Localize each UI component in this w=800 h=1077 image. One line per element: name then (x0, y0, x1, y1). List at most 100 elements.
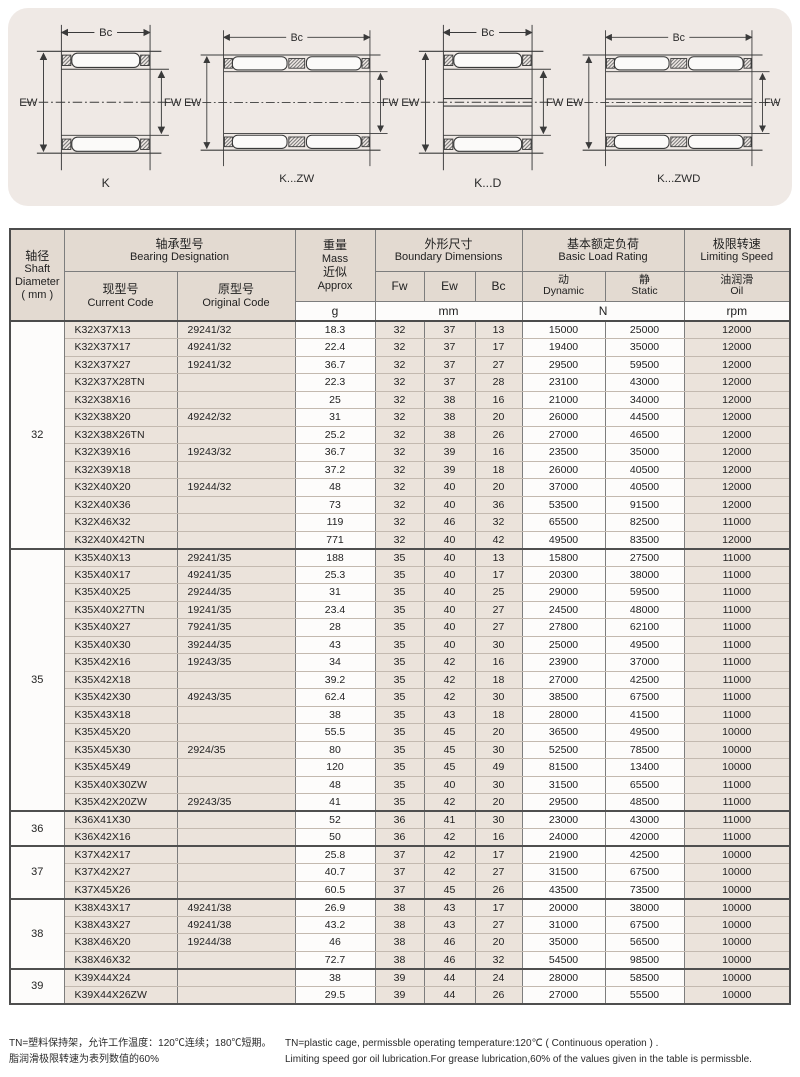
cell-static: 34000 (605, 391, 685, 409)
cell-fw: 37 (375, 881, 425, 900)
table-row: K35X40X27TN 19241/35 23.4 35 40 27 24500 48000 1… (10, 601, 791, 619)
cell-speed: 10000 (684, 968, 791, 987)
unit-boundary: mm (375, 301, 523, 322)
table-row: 37 K37X42X17 25.8 37 42 17 21900 42500 10000 (10, 846, 791, 900)
cell-ew: 40 (424, 548, 476, 567)
cell-original-code (177, 461, 296, 479)
cell-current-code: K39X44X24 (64, 968, 178, 987)
cell-ew: 39 (424, 461, 476, 479)
cell-speed: 10000 (684, 898, 791, 917)
cell-speed: 11000 (684, 671, 791, 689)
cell-bc: 30 (475, 636, 523, 654)
table-row: K32X40X20 19244/32 48 32 40 20 37000 40500 12000 (10, 478, 791, 497)
cell-fw: 35 (375, 723, 425, 742)
cell-fw: 39 (375, 986, 425, 1005)
cell-original-code: 19241/32 (177, 356, 296, 374)
cell-ew: 46 (424, 513, 476, 532)
dim-label-fw: FW (382, 97, 398, 109)
unit-speed: rpm (684, 301, 791, 322)
cell-mass: 41 (295, 793, 376, 812)
cell-bc: 26 (475, 881, 523, 900)
cell-fw: 32 (375, 513, 425, 532)
table-row: K39X44X26ZW 29.5 39 44 26 27000 55500 10000 (10, 986, 791, 1005)
cell-dynamic: 23500 (522, 443, 606, 462)
table-row: K37X42X27 40.7 37 42 27 31500 67500 10000 (10, 863, 791, 882)
cell-fw: 38 (375, 933, 425, 952)
cell-current-code: K35X42X20ZW (64, 793, 178, 812)
cell-mass: 26.9 (295, 898, 376, 917)
unit-load: N (522, 301, 685, 322)
cell-dynamic: 65500 (522, 513, 606, 532)
cell-mass: 120 (295, 758, 376, 777)
cell-current-code: K35X40X17 (64, 566, 178, 584)
cell-dynamic: 21000 (522, 391, 606, 409)
table-row: K32X39X18 37.2 32 39 18 26000 40500 12000 (10, 461, 791, 479)
cell-ew: 44 (424, 968, 476, 987)
cell-ew: 37 (424, 356, 476, 374)
cell-speed: 12000 (684, 356, 791, 374)
cell-original-code (177, 671, 296, 689)
cell-shaft-diameter: 36 (10, 811, 65, 847)
cell-speed: 10000 (684, 758, 791, 777)
cell-mass: 36.7 (295, 356, 376, 374)
cell-dynamic: 28000 (522, 706, 606, 724)
cell-ew: 42 (424, 828, 476, 847)
cell-current-code: K35X40X27TN (64, 601, 178, 619)
cell-ew: 40 (424, 531, 476, 550)
cell-fw: 37 (375, 846, 425, 864)
cell-fw: 35 (375, 758, 425, 777)
cell-original-code: 49241/35 (177, 566, 296, 584)
header-dynamic-en: Dynamic (543, 285, 584, 298)
cell-bc: 20 (475, 408, 523, 427)
cell-fw: 36 (375, 828, 425, 847)
cell-bc: 17 (475, 566, 523, 584)
cell-bc: 17 (475, 846, 523, 864)
cell-bc: 28 (475, 373, 523, 392)
cell-dynamic: 53500 (522, 496, 606, 514)
cell-fw: 32 (375, 408, 425, 427)
footnote-en-1: TN=plastic cage, permissble operating te… (285, 1038, 659, 1049)
variant-label: K...D (474, 176, 501, 190)
table-row: K38X46X32 72.7 38 46 32 54500 98500 10000 (10, 951, 791, 970)
table-row: K35X43X18 38 35 43 18 28000 41500 11000 (10, 706, 791, 724)
cell-bc: 27 (475, 916, 523, 934)
cell-dynamic: 15000 (522, 321, 606, 339)
cell-fw: 35 (375, 688, 425, 707)
cell-speed: 12000 (684, 426, 791, 444)
cell-bc: 18 (475, 671, 523, 689)
dim-label-fw: FW (164, 97, 182, 109)
cell-mass: 119 (295, 513, 376, 532)
cell-shaft-diameter: 38 (10, 898, 65, 970)
cell-original-code: 49241/38 (177, 916, 296, 934)
cell-dynamic: 29500 (522, 793, 606, 812)
table-row: K32X39X16 19243/32 36.7 32 39 16 23500 35000 120… (10, 443, 791, 462)
table-row: K35X45X20 55.5 35 45 20 36500 49500 10000 (10, 723, 791, 742)
cell-static: 25000 (605, 321, 685, 339)
cell-ew: 37 (424, 338, 476, 357)
dim-label-bg (286, 31, 308, 44)
cell-static: 62100 (605, 618, 685, 637)
cell-mass: 31 (295, 408, 376, 427)
cell-static: 37000 (605, 653, 685, 672)
cell-ew: 40 (424, 478, 476, 497)
cell-original-code (177, 496, 296, 514)
cell-mass: 72.7 (295, 951, 376, 970)
header-designation-zh: 轴承型号 (155, 236, 204, 251)
header-limiting-speed: 极限转速 Limiting Speed (684, 229, 791, 272)
cell-current-code: K38X43X27 (64, 916, 178, 934)
cell-fw: 35 (375, 793, 425, 812)
cell-mass: 23.4 (295, 601, 376, 619)
table-row: K38X43X27 49241/38 43.2 38 43 27 31000 67500 100… (10, 916, 791, 934)
dim-label-bc: Bc (291, 32, 304, 44)
cell-original-code: 49242/32 (177, 408, 296, 427)
header-ew: Ew (424, 271, 476, 302)
table-row: K35X40X25 29244/35 31 35 40 25 29000 59500 11000 (10, 583, 791, 602)
cell-static: 43000 (605, 811, 685, 829)
table-row: K32X38X20 49242/32 31 32 38 20 26000 44500 12000 (10, 408, 791, 427)
cell-dynamic: 37000 (522, 478, 606, 497)
header-load-rating: 基本额定负荷 Basic Load Rating (522, 229, 685, 272)
cell-mass: 46 (295, 933, 376, 952)
cell-original-code (177, 881, 296, 900)
cell-dynamic: 20000 (522, 898, 606, 917)
cell-static: 35000 (605, 443, 685, 462)
